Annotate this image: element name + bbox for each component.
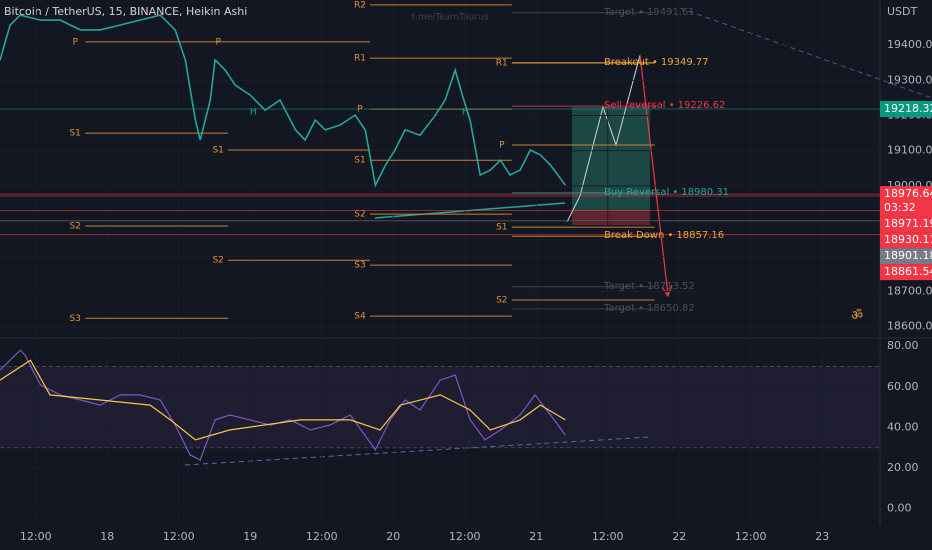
annotation: Sell reversal • 19226.62 [604, 100, 725, 111]
currency: USDT [887, 5, 918, 18]
pivot-label: P [499, 141, 505, 151]
rsi-tick-label: 0.00 [887, 502, 912, 515]
price-tag [880, 232, 932, 249]
y-tick-label: 18700.00 [887, 285, 932, 298]
annotation-label: Target • [603, 7, 644, 18]
pivot-label: R1 [354, 54, 366, 64]
countdown: 03:32 [884, 201, 916, 214]
x-tick-label: 12:00 [592, 530, 624, 543]
rsi-tick-label: 20.00 [887, 461, 919, 474]
pivot-label: S3 [354, 261, 365, 271]
x-tick-label: 12:00 [163, 530, 195, 543]
price-tag [880, 186, 932, 217]
pivot-label: S2 [496, 295, 507, 305]
annotation-value: 18713.52 [647, 281, 695, 292]
symbol: ॐ [851, 309, 863, 324]
annotation: Target • 18713.52 [603, 281, 695, 292]
pivot-label: S2 [354, 210, 365, 220]
pivot-label: S3 [69, 314, 80, 324]
pivot-label: P [357, 105, 363, 115]
annotation: Breakout • 19349.77 [604, 57, 709, 68]
watermark: t.me/TeamTaurus [412, 13, 489, 23]
x-tick-label: 12:00 [735, 530, 767, 543]
rsi-line [0, 359, 566, 441]
price-tag-label: 18930.11 [884, 233, 932, 246]
rsi-tick-label: 80.00 [887, 339, 919, 352]
pivot-label: S4 [354, 312, 366, 322]
pivot-label: S1 [69, 129, 80, 139]
annotation-value: 18857.16 [676, 230, 724, 241]
x-tick-label: 18 [100, 530, 114, 543]
price-tag [880, 101, 932, 118]
pivot-label: R2 [354, 0, 366, 10]
rsi-tick-label: 40.00 [887, 420, 919, 433]
marker: H [250, 107, 257, 117]
annotation-label: Sell reversal • [604, 100, 675, 111]
pivot-label: R1 [496, 59, 508, 69]
annotation-label: Target • [603, 281, 644, 292]
annotation-value: 19226.62 [678, 100, 726, 111]
price-tag [880, 248, 932, 265]
rsi-band [0, 366, 880, 448]
annotation: Break Down • 18857.16 [604, 230, 724, 241]
y-tick-label: 19100.00 [887, 144, 932, 157]
x-tick-label: 22 [672, 530, 686, 543]
annotation-value: 19349.77 [661, 57, 709, 68]
annotation-label: Breakout • [604, 57, 658, 68]
chart-title: Bitcoin / TetherUS, 15, BINANCE, Heikin … [4, 5, 247, 18]
x-tick-label: 20 [386, 530, 400, 543]
annotation: Buy Reversal • 18980.31 [604, 187, 729, 198]
x-tick-label: 19 [243, 530, 257, 543]
marker: H [462, 107, 469, 117]
pivot-label: S2 [212, 256, 223, 266]
x-tick-label: 12:00 [20, 530, 52, 543]
annotation-label: Buy Reversal • [604, 187, 678, 198]
price-tag-label: 18901.18 [884, 249, 932, 262]
price-line-series [0, 14, 567, 188]
annotation: Target • 19491.61 [603, 7, 695, 18]
x-tick-label: 12:00 [306, 530, 338, 543]
pivot-label: S2 [69, 222, 80, 232]
x-tick-label: 12:00 [449, 530, 481, 543]
y-tick-label: 19300.00 [887, 73, 932, 86]
rsi-tick-label: 60.00 [887, 380, 919, 393]
annotation-label: Target • [603, 303, 644, 314]
y-tick-label: 19400.00 [887, 38, 932, 51]
price-tag [880, 216, 932, 233]
y-tick-label: 18600.00 [887, 320, 932, 333]
x-tick-label: 23 [815, 530, 829, 543]
price-tag-label: 18861.54 [884, 265, 932, 278]
pivot-label: P [72, 37, 78, 47]
annotation: Target • 18650.82 [603, 303, 695, 314]
annotation-value: 18650.82 [647, 303, 695, 314]
price-tag [880, 264, 932, 281]
pivot-label: P [215, 37, 221, 47]
arrow-head [661, 284, 673, 298]
projection-arrow [639, 54, 669, 296]
pivot-label: S1 [354, 156, 365, 166]
price-tag-label: 19218.32 [884, 102, 932, 115]
pivot-label: S1 [496, 223, 507, 233]
rsi-trendline [184, 436, 651, 466]
annotation-value: 19491.61 [647, 7, 695, 18]
price-tag-label: 18971.19 [884, 217, 932, 230]
x-tick-label: 21 [529, 530, 543, 543]
pivot-label: S1 [212, 145, 223, 155]
long-stop-box [572, 211, 650, 225]
annotation-value: 18980.31 [681, 187, 729, 198]
annotation-label: Break Down • [604, 230, 673, 241]
price-tag-label: 18976.64 [884, 187, 932, 200]
